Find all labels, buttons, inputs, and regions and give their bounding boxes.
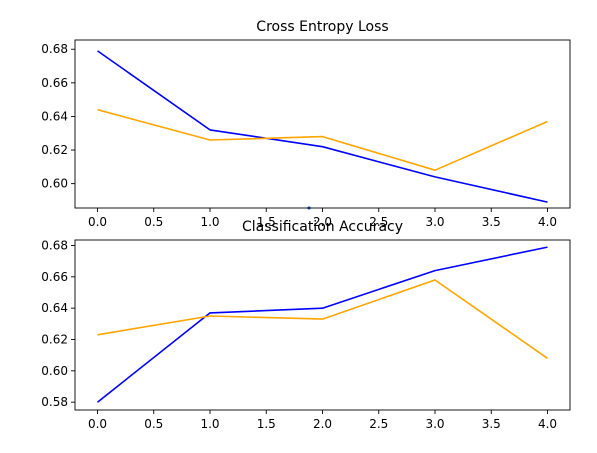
y-tick-label: 0.62 [41, 332, 68, 346]
y-tick-label: 0.64 [41, 301, 68, 315]
y-tick-label: 0.62 [41, 143, 68, 157]
x-tick-label: 1.5 [257, 417, 276, 431]
chart-panel-2: 0.0 0.5 1.0 1.5 2.0 2.5 3.0 3.5 4.0 0.58 0.60 0.62 0… [41, 219, 571, 431]
x-tick-label: 2.5 [369, 215, 388, 229]
y-tick-label: 0.60 [41, 177, 68, 191]
y-tick-label: 0.68 [41, 42, 68, 56]
x-tick-label: 2.5 [369, 417, 388, 431]
x-tick-label: 4.0 [538, 215, 557, 229]
x-tick-label: 1.5 [257, 215, 276, 229]
chart-title: Classification Accuracy [242, 219, 403, 235]
chart-panel-1: 0.0 0.5 1.0 1.5 2.0 2.5 3.0 3.5 4.0 0.60 0.62 0.64 0… [41, 19, 571, 229]
x-tick-label: 0.0 [88, 417, 107, 431]
x-tick-label: 0.0 [88, 215, 107, 229]
series-line-1 [97, 246, 548, 403]
y-tick-label: 0.66 [41, 270, 68, 284]
x-tick-label: 4.0 [538, 417, 557, 431]
x-tick-label: 3.0 [425, 417, 444, 431]
y-tick-label: 0.58 [41, 395, 68, 409]
series-line-2 [97, 279, 548, 359]
series-line-2 [97, 108, 548, 171]
x-tick-label: 0.5 [144, 417, 163, 431]
x-tick-label: 1.0 [200, 417, 219, 431]
axes-frame [74, 239, 571, 411]
chart-title: Cross Entropy Loss [256, 19, 388, 35]
x-tick-label: 3.0 [425, 215, 444, 229]
y-tick-label: 0.66 [41, 76, 68, 90]
x-tick-label: 3.5 [482, 215, 501, 229]
x-tick-label: 2.0 [313, 215, 332, 229]
x-tick-label: 2.0 [313, 417, 332, 431]
y-tick-label: 0.60 [41, 364, 68, 378]
x-tick-label: 3.5 [482, 417, 501, 431]
x-tick-label: 0.5 [144, 215, 163, 229]
x-tick-label: 1.0 [200, 215, 219, 229]
series-line-1 [97, 50, 548, 203]
y-tick-label: 0.64 [41, 109, 68, 123]
y-tick-label: 0.68 [41, 238, 68, 252]
